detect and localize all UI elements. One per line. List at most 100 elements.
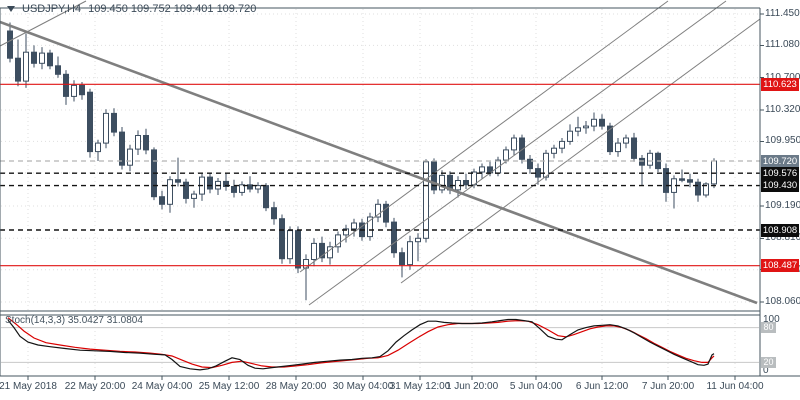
price-badge-108.487: 108.487 bbox=[761, 259, 799, 273]
candle-body-bull bbox=[583, 125, 589, 129]
candle bbox=[607, 122, 613, 155]
candle bbox=[663, 163, 669, 202]
candle-body-bear bbox=[175, 179, 181, 183]
candle-body-bear bbox=[143, 135, 149, 151]
candle bbox=[367, 212, 373, 241]
time-axis-label: 6 Jun 12:00 bbox=[575, 381, 629, 392]
candle bbox=[671, 175, 677, 209]
candle bbox=[263, 183, 269, 212]
trendline[interactable] bbox=[299, 0, 669, 273]
candle-body-bull bbox=[127, 148, 133, 166]
candle bbox=[655, 151, 661, 172]
candle-body-bull bbox=[415, 237, 421, 243]
candle-body-bull bbox=[551, 147, 557, 154]
candle bbox=[439, 170, 445, 194]
candle bbox=[639, 155, 645, 186]
candle-body-bull bbox=[575, 127, 581, 132]
candle bbox=[543, 149, 549, 181]
candle bbox=[575, 116, 581, 137]
candle bbox=[7, 22, 13, 63]
stoch-scale-label: 0 bbox=[763, 365, 769, 376]
symbol-dropdown-icon[interactable] bbox=[7, 6, 15, 12]
candle-body-bull bbox=[375, 203, 381, 218]
chart-header[interactable]: USDJPY,H4 109.450 109.752 109.401 109.72… bbox=[7, 3, 256, 15]
candle bbox=[567, 124, 573, 145]
candle bbox=[623, 134, 629, 149]
candle-body-bull bbox=[423, 161, 429, 239]
candle bbox=[647, 149, 653, 169]
trendline[interactable] bbox=[400, 18, 761, 284]
candle-body-bull bbox=[439, 174, 445, 191]
candle-body-bear bbox=[679, 178, 685, 181]
candle-body-bull bbox=[135, 135, 141, 150]
gridlines-layer bbox=[1, 9, 759, 376]
candle-body-bull bbox=[711, 160, 717, 185]
candle bbox=[343, 224, 349, 243]
stochastic-layer bbox=[7, 317, 715, 371]
candle bbox=[247, 176, 253, 193]
price-tick-label: 108.060 bbox=[765, 296, 800, 307]
candle bbox=[207, 172, 213, 194]
candle-body-bear bbox=[15, 57, 21, 82]
trendline[interactable] bbox=[0, 20, 758, 305]
candle bbox=[175, 157, 181, 187]
candle bbox=[143, 128, 149, 155]
candle-body-bear bbox=[279, 218, 285, 260]
candle-body-bull bbox=[191, 193, 197, 199]
candle-body-bull bbox=[407, 241, 413, 266]
candle-body-bear bbox=[183, 181, 189, 199]
candle-body-bull bbox=[167, 179, 173, 205]
candle-body-bull bbox=[559, 140, 565, 149]
time-axis-label: 11 Jun 04:00 bbox=[706, 381, 764, 392]
price-tick-label: 109.950 bbox=[765, 135, 800, 147]
candle bbox=[615, 138, 621, 157]
candle bbox=[95, 139, 101, 161]
price-tick-label: 110.700 bbox=[765, 72, 800, 83]
frame-layer bbox=[0, 7, 800, 380]
candle-body-bear bbox=[271, 207, 277, 220]
candle bbox=[319, 236, 325, 263]
candle-body-bear bbox=[207, 176, 213, 190]
candle-body-bear bbox=[7, 30, 13, 59]
trendlines-layer bbox=[0, 0, 761, 306]
candle bbox=[223, 173, 229, 191]
time-axis-label: 21 May 2018 bbox=[0, 381, 57, 392]
price-badge-109.576: 109.576 bbox=[761, 166, 799, 180]
candle bbox=[135, 130, 141, 155]
price-tick-label: 111.080 bbox=[765, 39, 800, 51]
candle-body-bear bbox=[55, 65, 61, 75]
candle bbox=[391, 217, 397, 258]
time-axis-label: 7 Jun 20:00 bbox=[641, 381, 695, 392]
candle-body-bull bbox=[71, 84, 77, 97]
candle-body-bull bbox=[615, 142, 621, 153]
candle-body-bull bbox=[503, 149, 509, 161]
candle bbox=[15, 39, 21, 87]
candle bbox=[31, 45, 37, 68]
candle bbox=[191, 190, 197, 208]
candle bbox=[455, 176, 461, 198]
candle bbox=[559, 138, 565, 154]
candle bbox=[335, 231, 341, 253]
price-badge-109.430: 109.430 bbox=[761, 179, 799, 193]
candle bbox=[159, 190, 165, 210]
candle bbox=[23, 33, 29, 88]
candle-body-bull bbox=[239, 184, 245, 193]
candle-body-bear bbox=[695, 181, 701, 196]
candle bbox=[479, 163, 485, 179]
candle-body-bear bbox=[663, 168, 669, 193]
candle-body-bull bbox=[343, 228, 349, 236]
trendline[interactable] bbox=[308, 0, 727, 306]
candle bbox=[351, 218, 357, 237]
time-axis-label: 24 May 04:00 bbox=[131, 381, 193, 392]
candle bbox=[239, 181, 245, 196]
candle bbox=[167, 176, 173, 213]
candle bbox=[87, 88, 93, 158]
candle bbox=[127, 144, 133, 172]
candle bbox=[599, 114, 605, 130]
candle-body-bull bbox=[647, 152, 653, 166]
candle-body-bear bbox=[631, 137, 637, 159]
stochastic-main-line bbox=[7, 318, 715, 371]
candle bbox=[327, 241, 333, 265]
